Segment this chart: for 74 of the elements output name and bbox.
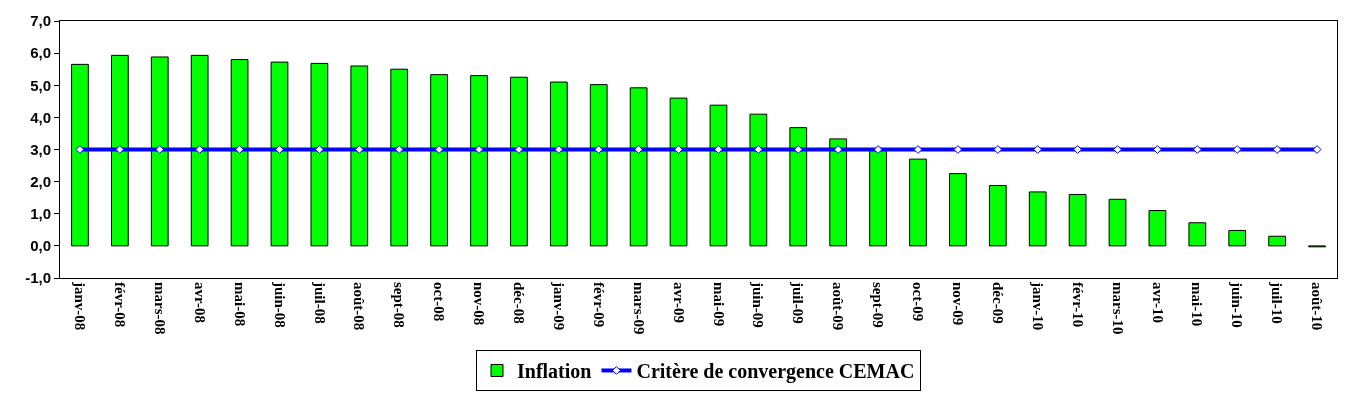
x-tick-label: mars-08	[151, 282, 168, 335]
bar	[829, 138, 848, 247]
bar	[150, 56, 169, 247]
x-tick-label: déc-08	[511, 282, 528, 324]
y-tick-label: -1,0	[25, 269, 51, 287]
bar	[190, 54, 209, 247]
x-tick-label: avr-10	[1149, 282, 1166, 324]
x-tick-label: oct-09	[910, 282, 927, 322]
y-tick-label: 1,0	[30, 205, 51, 222]
bar	[1148, 210, 1167, 247]
x-tick-label: juin-08	[271, 281, 288, 328]
bar	[270, 61, 289, 247]
x-tick-label: sept-09	[870, 282, 887, 328]
bar	[589, 84, 608, 247]
bar	[350, 65, 369, 247]
x-tick-label: févr-08	[111, 282, 128, 328]
bar	[1228, 229, 1247, 247]
x-tick-label: juil-08	[311, 281, 328, 324]
bar	[390, 68, 409, 247]
x-tick-label: mai-08	[231, 282, 248, 327]
bar	[1188, 222, 1207, 247]
y-tick-label: 6,0	[30, 44, 51, 62]
x-tick-label: août-08	[351, 282, 368, 331]
x-tick-label: janv-09	[550, 281, 567, 331]
y-tick-label: 2,0	[30, 172, 51, 190]
bar	[909, 158, 927, 247]
bar	[430, 74, 448, 247]
x-tick-label: nov-09	[950, 282, 967, 326]
y-tick-label: 7,0	[30, 12, 51, 30]
x-tick-label: avr-09	[670, 282, 687, 324]
x-tick-label: juil-10	[1269, 281, 1286, 324]
bar	[949, 173, 967, 247]
bar	[1268, 235, 1287, 247]
y-tick-label: 0,0	[30, 237, 51, 255]
bar	[629, 87, 648, 247]
x-tick-label: avr-08	[191, 282, 208, 324]
x-tick-label: févr-10	[1069, 282, 1086, 328]
bar	[1068, 193, 1087, 247]
legend-label: Inflation	[517, 360, 592, 383]
bar	[789, 127, 808, 247]
x-tick-label: mai-10	[1189, 282, 1206, 327]
x-tick-label: janv-08	[72, 281, 89, 331]
x-tick-label: janv-10	[1029, 281, 1046, 331]
y-tick-label: 3,0	[30, 140, 51, 158]
x-tick-label: oct-08	[431, 282, 448, 322]
bar	[669, 97, 688, 247]
bar	[310, 62, 329, 247]
x-tick-label: mai-09	[710, 282, 727, 327]
legend-label: Critère de convergence CEMAC	[636, 360, 915, 384]
x-tick-label: juin-09	[750, 281, 767, 328]
bar	[749, 113, 768, 247]
x-tick-label: juin-10	[1229, 281, 1246, 328]
y-tick-label: 5,0	[30, 76, 51, 94]
bar	[510, 76, 528, 247]
bar	[988, 184, 1007, 247]
bar	[470, 75, 488, 247]
x-tick-label: déc-09	[989, 282, 1006, 324]
bar	[1108, 198, 1127, 247]
bar	[1028, 191, 1047, 247]
x-tick-label: sept-08	[391, 282, 408, 328]
bar	[869, 149, 887, 247]
x-tick-label: août-10	[1309, 282, 1326, 331]
x-tick-label: mars-09	[630, 282, 647, 335]
x-tick-label: nov-08	[471, 282, 488, 326]
bar	[549, 81, 568, 247]
bar	[71, 63, 89, 247]
x-tick-label: mars-10	[1109, 282, 1126, 335]
bar	[709, 104, 728, 247]
x-tick-label: févr-09	[590, 282, 607, 328]
bar	[230, 59, 249, 247]
bar	[110, 54, 129, 247]
x-tick-label: août-09	[830, 282, 847, 331]
x-tick-label: juil-09	[790, 281, 807, 324]
y-tick-label: 4,0	[30, 108, 51, 126]
